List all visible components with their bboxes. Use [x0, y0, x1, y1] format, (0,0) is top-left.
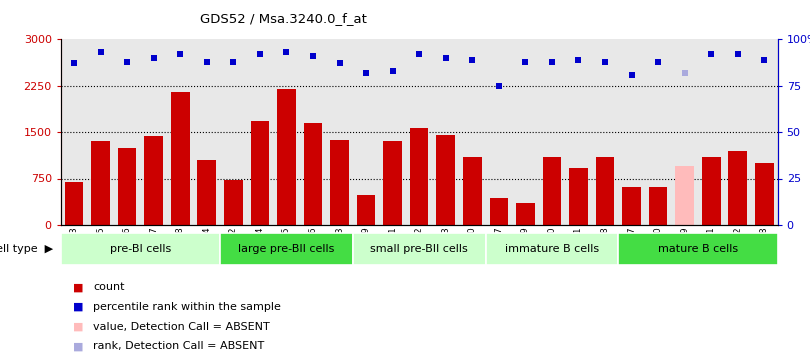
Bar: [410, 129, 428, 225]
Bar: [485, 233, 618, 265]
Bar: [198, 160, 216, 225]
Bar: [117, 147, 136, 225]
Bar: [618, 233, 778, 265]
Text: GDS52 / Msa.3240.0_f_at: GDS52 / Msa.3240.0_f_at: [200, 12, 367, 25]
Bar: [304, 124, 322, 225]
Bar: [61, 233, 220, 265]
Bar: [543, 157, 561, 225]
Text: mature B cells: mature B cells: [658, 244, 738, 254]
Text: pre-BI cells: pre-BI cells: [110, 244, 171, 254]
Text: value, Detection Call = ABSENT: value, Detection Call = ABSENT: [93, 322, 270, 332]
Text: ■: ■: [73, 341, 83, 351]
Bar: [92, 141, 110, 225]
Text: ■: ■: [73, 302, 83, 312]
Text: large pre-BII cells: large pre-BII cells: [238, 244, 335, 254]
Bar: [383, 141, 402, 225]
Text: cell type  ▶: cell type ▶: [0, 244, 53, 254]
Text: immature B cells: immature B cells: [505, 244, 599, 254]
Bar: [755, 163, 774, 225]
Bar: [65, 182, 83, 225]
Bar: [250, 121, 269, 225]
Bar: [622, 187, 641, 225]
Bar: [171, 92, 190, 225]
Bar: [728, 151, 747, 225]
Text: ■: ■: [73, 282, 83, 292]
Bar: [220, 233, 353, 265]
Bar: [516, 203, 535, 225]
Bar: [569, 168, 588, 225]
Bar: [463, 157, 482, 225]
Text: percentile rank within the sample: percentile rank within the sample: [93, 302, 281, 312]
Bar: [595, 157, 614, 225]
Bar: [353, 233, 485, 265]
Bar: [437, 135, 455, 225]
Bar: [649, 187, 667, 225]
Bar: [489, 198, 508, 225]
Bar: [330, 140, 349, 225]
Text: ■: ■: [73, 322, 83, 332]
Bar: [356, 195, 375, 225]
Text: rank, Detection Call = ABSENT: rank, Detection Call = ABSENT: [93, 341, 264, 351]
Bar: [676, 166, 694, 225]
Bar: [224, 180, 243, 225]
Text: count: count: [93, 282, 125, 292]
Bar: [702, 157, 721, 225]
Bar: [144, 136, 163, 225]
Bar: [277, 89, 296, 225]
Text: small pre-BII cells: small pre-BII cells: [370, 244, 468, 254]
